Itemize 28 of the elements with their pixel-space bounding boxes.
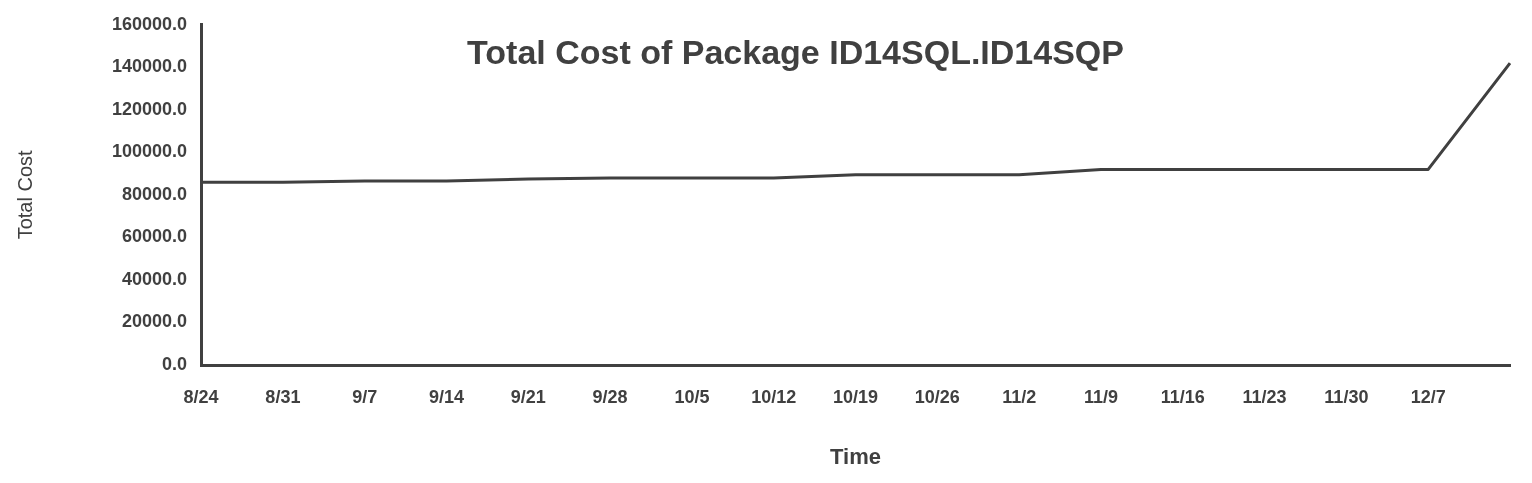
x-tick-label: 12/7 <box>1410 386 1446 407</box>
y-tick-label: 80000.0 <box>122 183 188 204</box>
y-axis-title: Total Cost <box>13 150 36 240</box>
x-tick-label: 9/7 <box>352 386 378 407</box>
y-tick-label: 100000.0 <box>112 141 188 162</box>
x-tick-label: 10/12 <box>751 386 797 407</box>
y-tick-label: 120000.0 <box>112 98 188 119</box>
x-tick-label: 9/14 <box>428 386 465 407</box>
y-tick-label: 0.0 <box>162 353 188 374</box>
x-tick-label: 11/16 <box>1160 386 1205 407</box>
x-tick-label: 10/19 <box>833 386 879 407</box>
x-axis-title: Time <box>830 443 882 469</box>
chart-title: Total Cost of Package ID14SQL.ID14SQP <box>467 33 1124 72</box>
y-tick-label: 160000.0 <box>112 13 188 34</box>
x-tick-label: 10/26 <box>914 386 960 407</box>
y-tick-label: 60000.0 <box>122 226 188 247</box>
x-tick-label: 9/28 <box>592 386 628 407</box>
x-tick-label: 10/5 <box>674 386 710 407</box>
x-tick-label: 11/23 <box>1242 386 1287 407</box>
x-tick-label: 8/31 <box>265 386 301 407</box>
y-tick-label: 40000.0 <box>122 268 188 289</box>
x-tick-label: 11/30 <box>1324 386 1369 407</box>
y-tick-label: 20000.0 <box>122 311 188 332</box>
y-tick-label: 140000.0 <box>112 56 188 77</box>
x-tick-label: 11/9 <box>1083 386 1118 407</box>
x-tick-label: 8/24 <box>183 386 219 407</box>
x-tick-label: 11/2 <box>1002 386 1037 407</box>
x-tick-label: 9/21 <box>510 386 546 407</box>
